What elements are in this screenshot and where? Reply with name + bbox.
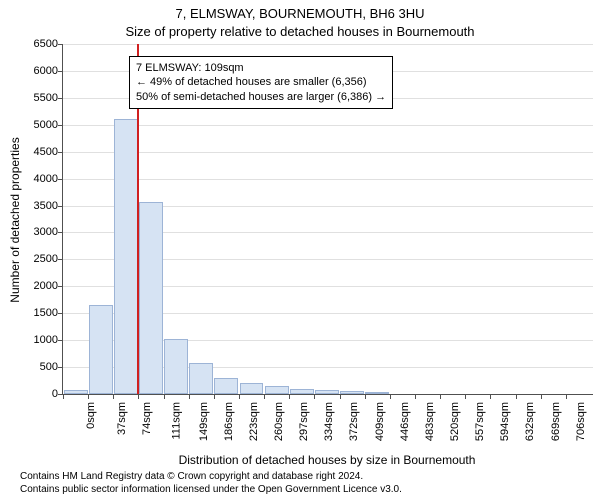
ytick-mark	[58, 71, 63, 72]
xtick-mark	[88, 394, 89, 399]
ytick-mark	[58, 232, 63, 233]
ytick-mark	[58, 367, 63, 368]
footer-line-2: Contains public sector information licen…	[20, 484, 580, 497]
histogram-bar	[315, 390, 339, 394]
ytick-label: 6000	[18, 65, 58, 77]
ytick-mark	[58, 44, 63, 45]
xtick-mark	[239, 394, 240, 399]
title-main: 7, ELMSWAY, BOURNEMOUTH, BH6 3HU	[0, 6, 600, 21]
gridline	[63, 152, 593, 153]
title-sub: Size of property relative to detached ho…	[0, 24, 600, 39]
xtick-label: 186sqm	[223, 402, 235, 441]
xtick-mark	[63, 394, 64, 399]
ytick-label: 500	[18, 361, 58, 373]
xtick-label: 520sqm	[449, 402, 461, 441]
ytick-mark	[58, 340, 63, 341]
annotation-box: 7 ELMSWAY: 109sqm← 49% of detached house…	[129, 56, 393, 109]
ytick-label: 1000	[18, 334, 58, 346]
xtick-label: 74sqm	[141, 402, 153, 435]
histogram-bar	[89, 305, 113, 394]
ytick-mark	[58, 259, 63, 260]
x-axis-label: Distribution of detached houses by size …	[62, 453, 592, 467]
xtick-label: 483sqm	[424, 402, 436, 441]
xtick-label: 409sqm	[374, 402, 386, 441]
annotation-line: ← 49% of detached houses are smaller (6,…	[136, 75, 386, 89]
xtick-label: 372sqm	[349, 402, 361, 441]
gridline	[63, 179, 593, 180]
xtick-label: 297sqm	[298, 402, 310, 441]
xtick-mark	[465, 394, 466, 399]
ytick-label: 3500	[18, 200, 58, 212]
ytick-label: 2000	[18, 280, 58, 292]
ytick-mark	[58, 286, 63, 287]
xtick-label: 446sqm	[399, 402, 411, 441]
xtick-mark	[164, 394, 165, 399]
chart-plot-area: 7 ELMSWAY: 109sqm← 49% of detached house…	[62, 44, 593, 395]
ytick-label: 5500	[18, 92, 58, 104]
xtick-mark	[390, 394, 391, 399]
xtick-mark	[541, 394, 542, 399]
histogram-bar	[189, 363, 213, 394]
histogram-bar	[214, 378, 238, 394]
histogram-bar	[164, 339, 188, 394]
ytick-label: 6500	[18, 38, 58, 50]
ytick-label: 5000	[18, 119, 58, 131]
histogram-bar	[139, 202, 163, 394]
xtick-label: 0sqm	[85, 402, 97, 429]
footer-line-1: Contains HM Land Registry data © Crown c…	[20, 471, 580, 484]
xtick-label: 706sqm	[575, 402, 587, 441]
histogram-bar	[340, 391, 364, 394]
ytick-mark	[58, 313, 63, 314]
histogram-bar	[365, 392, 389, 394]
ytick-label: 1500	[18, 307, 58, 319]
xtick-mark	[214, 394, 215, 399]
xtick-mark	[440, 394, 441, 399]
histogram-bar	[240, 383, 264, 394]
annotation-line: 7 ELMSWAY: 109sqm	[136, 61, 386, 75]
xtick-label: 111sqm	[171, 402, 183, 440]
ytick-label: 4500	[18, 146, 58, 158]
ytick-mark	[58, 206, 63, 207]
xtick-label: 149sqm	[198, 402, 210, 441]
xtick-mark	[314, 394, 315, 399]
ytick-mark	[58, 125, 63, 126]
xtick-label: 260sqm	[273, 402, 285, 441]
ytick-label: 4000	[18, 173, 58, 185]
xtick-label: 223sqm	[248, 402, 260, 441]
annotation-line: 50% of semi-detached houses are larger (…	[136, 90, 386, 104]
histogram-bar	[64, 390, 88, 394]
xtick-mark	[289, 394, 290, 399]
histogram-bar	[265, 386, 289, 394]
xtick-mark	[516, 394, 517, 399]
xtick-mark	[365, 394, 366, 399]
histogram-bar	[114, 119, 138, 394]
xtick-label: 334sqm	[323, 402, 335, 441]
ytick-label: 0	[18, 388, 58, 400]
xtick-mark	[566, 394, 567, 399]
gridline	[63, 44, 593, 45]
xtick-label: 669sqm	[550, 402, 562, 441]
ytick-mark	[58, 179, 63, 180]
xtick-label: 594sqm	[499, 402, 511, 441]
xtick-mark	[189, 394, 190, 399]
xtick-label: 632sqm	[525, 402, 537, 441]
footer-attribution: Contains HM Land Registry data © Crown c…	[20, 471, 580, 496]
gridline	[63, 125, 593, 126]
ytick-label: 2500	[18, 253, 58, 265]
histogram-bar	[290, 389, 314, 394]
xtick-label: 37sqm	[116, 402, 128, 435]
xtick-mark	[415, 394, 416, 399]
xtick-label: 557sqm	[474, 402, 486, 441]
xtick-mark	[113, 394, 114, 399]
xtick-mark	[490, 394, 491, 399]
ytick-mark	[58, 152, 63, 153]
xtick-mark	[138, 394, 139, 399]
xtick-mark	[340, 394, 341, 399]
ytick-mark	[58, 98, 63, 99]
ytick-label: 3000	[18, 226, 58, 238]
xtick-mark	[264, 394, 265, 399]
